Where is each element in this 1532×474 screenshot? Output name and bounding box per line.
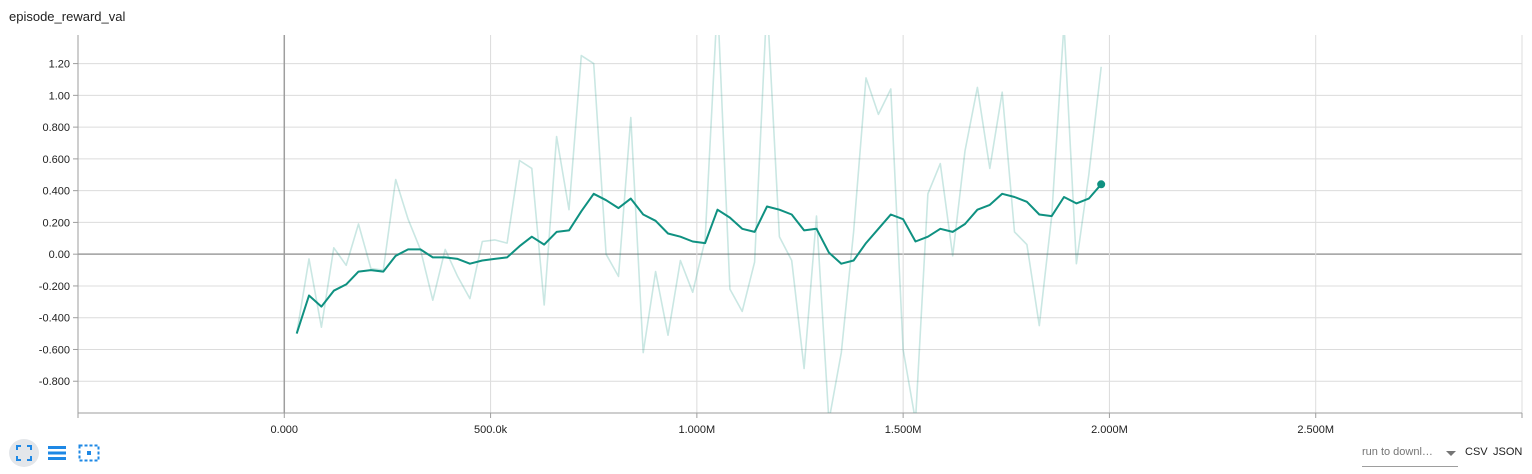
x-tick-labels: 0.000 500.0k 1.000M 1.500M 2.000M 2.500M — [271, 424, 1335, 436]
x-tick-label: 2.000M — [1091, 424, 1128, 436]
line-chart: -0.800 -0.600 -0.400 -0.200 0.00 0.200 0.400 0.… — [39, 35, 1523, 436]
y-tick-label: 0.600 — [42, 154, 70, 166]
fit-domain-button[interactable] — [74, 439, 104, 467]
lines-icon — [48, 446, 66, 460]
raw-series-line — [295, 35, 1102, 413]
run-select-label: run to downl… — [1362, 446, 1433, 458]
chart-title: episode_reward_val — [9, 9, 126, 24]
smoothed-series-line — [295, 183, 1102, 334]
y-tick-label: -0.800 — [39, 376, 70, 388]
chevron-down-icon — [1446, 451, 1456, 456]
y-tick-label: 0.200 — [42, 217, 70, 229]
y-tick-labels: -0.800 -0.600 -0.400 -0.200 0.00 0.200 0.400 0.… — [39, 59, 70, 389]
log-scale-button[interactable] — [42, 439, 72, 467]
last-point-marker — [1097, 180, 1106, 189]
smoothed-series-layer — [295, 180, 1106, 334]
y-tick-label: 1.20 — [49, 59, 70, 71]
json-download-link[interactable]: JSON — [1493, 446, 1523, 458]
y-tick-label: 0.800 — [42, 122, 70, 134]
x-tick-label: 0.000 — [271, 424, 299, 436]
y-tick-label: -0.200 — [39, 281, 70, 293]
chart-axes — [73, 35, 1523, 418]
fit-domain-icon — [78, 444, 100, 462]
x-tick-label: 2.500M — [1297, 424, 1334, 436]
chart-grid — [78, 35, 1523, 413]
x-tick-label: 500.0k — [474, 424, 508, 436]
y-tick-label: -0.600 — [39, 344, 70, 356]
x-tick-label: 1.000M — [679, 424, 716, 436]
csv-download-link[interactable]: CSV — [1465, 446, 1488, 458]
fullscreen-icon — [16, 445, 32, 461]
run-download-select[interactable]: run to downl… — [1362, 446, 1458, 467]
y-tick-label: 0.400 — [42, 186, 70, 198]
y-tick-label: 1.00 — [49, 90, 70, 102]
raw-series-layer — [295, 35, 1102, 413]
y-tick-label: -0.400 — [39, 313, 70, 325]
y-tick-label: 0.00 — [49, 249, 70, 261]
fullscreen-button[interactable] — [9, 439, 39, 467]
x-tick-label: 1.500M — [885, 424, 922, 436]
